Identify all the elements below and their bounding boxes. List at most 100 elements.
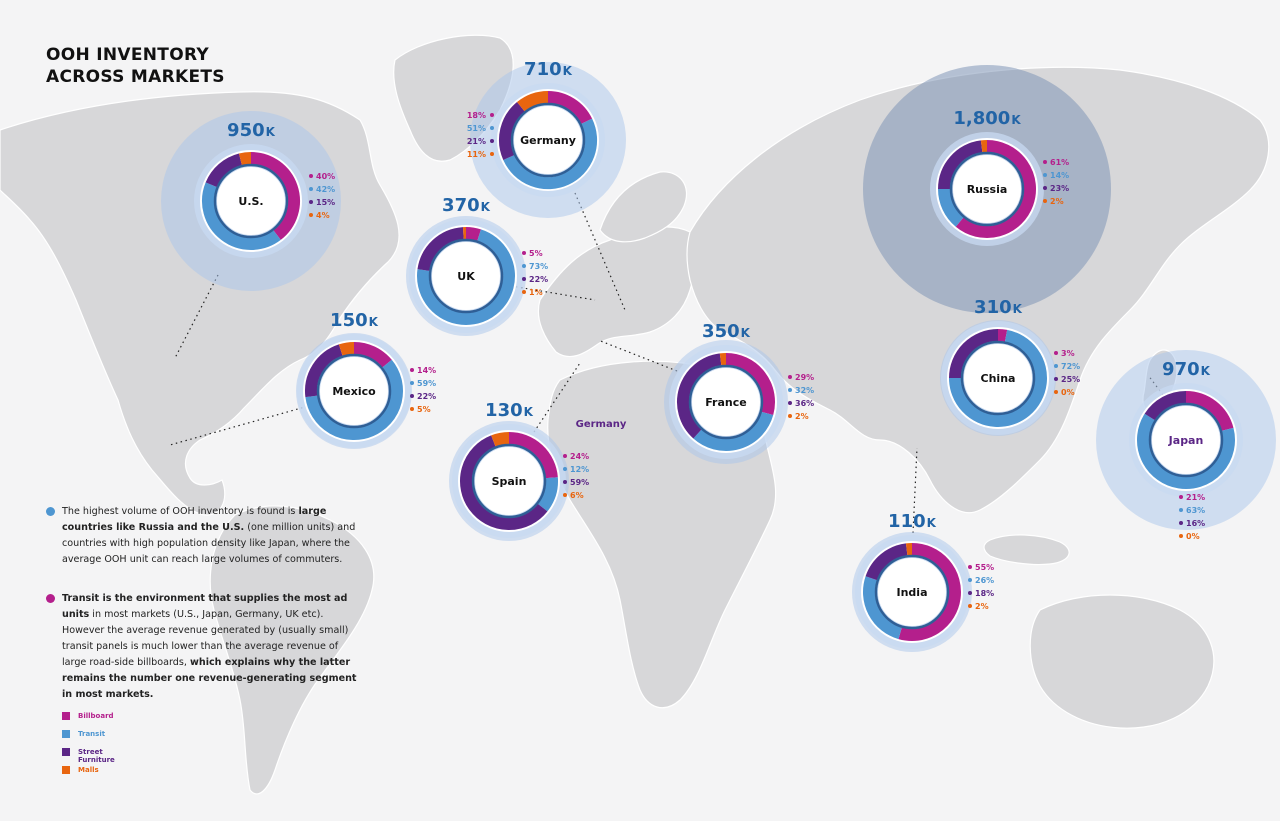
donut-segment-u-s-billboard (250, 152, 300, 240)
share-label-billboard: 40% (316, 172, 335, 181)
volume-unit-germany: K (563, 64, 573, 78)
share-label-transit: 32% (795, 386, 814, 395)
volume-label-spain: 130K (485, 400, 534, 421)
share-dot-malls (1043, 199, 1047, 203)
leader-germany (574, 192, 626, 311)
share-dot-street-furniture (968, 591, 972, 595)
donut-segment-mexico-transit (305, 359, 403, 440)
donut-inner-line-india (874, 554, 950, 630)
market-japan: Japan 970K 21% 63% 16% 0% (1096, 350, 1276, 541)
country-name-uk: UK (457, 270, 475, 283)
volume-label-russia: 1,800K (953, 108, 1021, 129)
donut-segment-germany-billboard (547, 91, 593, 125)
share-label-street-furniture: 18% (975, 589, 994, 598)
share-label-malls: 11% (467, 150, 486, 159)
malls-swatch-icon (62, 766, 70, 774)
share-dot-transit (410, 381, 414, 385)
donut-inner-line-uk (428, 238, 504, 314)
share-label-billboard: 55% (975, 563, 994, 572)
donut-segment-uk-billboard (465, 226, 481, 241)
share-dot-transit (563, 467, 567, 471)
donut-segment-japan-billboard (1185, 391, 1234, 432)
share-label-malls: 4% (316, 211, 330, 220)
australia-landmass (1029, 594, 1215, 729)
legend-label: Malls (78, 766, 99, 774)
volume-unit-u-s: K (266, 125, 276, 139)
country-name-india: India (897, 586, 928, 599)
share-dot-billboard (410, 368, 414, 372)
share-label-billboard: 3% (1061, 349, 1075, 358)
donut-segment-japan-transit (1137, 413, 1235, 489)
market-bubbles: U.S.950K40%42%15%4%Germany710K18%51%21%1… (161, 59, 1276, 652)
share-label-billboard: 61% (1050, 158, 1069, 167)
donut-segment-spain-street-furniture (460, 435, 548, 530)
leader-france (597, 339, 678, 372)
share-label-malls: 2% (975, 602, 989, 611)
market-spain: Spain 130K 24% 12% 59% 6% (449, 400, 589, 541)
donut-inner-line-russia (949, 151, 1025, 227)
share-dot-malls (1179, 534, 1183, 538)
share-list-mexico: 14% 59% 22% 5% (410, 366, 436, 414)
street-furniture-swatch-icon (62, 748, 70, 756)
share-list-india: 55% 26% 18% 2% (968, 563, 994, 611)
donut-centre-spain (475, 447, 543, 515)
volume-number-uk: 370 (442, 195, 480, 216)
note-2-text: Transit is the environment that supplies… (62, 591, 364, 703)
stray-germany-label: Germany (576, 419, 627, 430)
leader-us (174, 274, 219, 359)
share-list-u-s: 40% 42% 15% 4% (309, 172, 335, 220)
share-label-malls: 0% (1061, 388, 1075, 397)
share-dot-malls (309, 213, 313, 217)
note-1-bold-1: large countries like Russia and the U.S. (62, 506, 327, 533)
share-dot-malls (968, 604, 972, 608)
share-dot-street-furniture (788, 401, 792, 405)
market-india: India 110K 55% 26% 18% 2% (852, 511, 994, 652)
volume-unit-uk: K (481, 200, 491, 214)
donut-segment-mexico-street-furniture (305, 344, 343, 398)
share-dot-street-furniture (563, 480, 567, 484)
country-name-russia: Russia (967, 183, 1008, 196)
share-dot-street-furniture (490, 139, 494, 143)
share-label-malls: 6% (570, 491, 584, 500)
share-dot-billboard (490, 113, 494, 117)
donut-segment-france-transit (693, 411, 774, 451)
share-dot-billboard (522, 251, 526, 255)
share-label-street-furniture: 59% (570, 478, 589, 487)
share-dot-street-furniture (410, 394, 414, 398)
share-list-china: 3% 72% 25% 0% (1054, 349, 1080, 397)
share-label-malls: 1% (529, 288, 543, 297)
note-1: The highest volume of OOH inventory is f… (46, 504, 364, 568)
share-dot-billboard (968, 565, 972, 569)
volume-label-germany: 710K (524, 59, 573, 80)
donut-segment-spain-malls (491, 432, 510, 447)
transit-swatch-icon (62, 730, 70, 738)
share-dot-transit (1179, 508, 1183, 512)
volume-number-mexico: 150 (330, 310, 368, 331)
title-line-1: OOH INVENTORY (46, 45, 210, 65)
share-label-street-furniture: 16% (1186, 519, 1205, 528)
volume-number-india: 110 (888, 511, 926, 532)
donut-centre-uk (432, 242, 500, 310)
donut-inner-line-france (688, 364, 764, 440)
legend-label: Billboard (78, 712, 114, 720)
share-dot-street-furniture (309, 200, 313, 204)
share-dot-transit (490, 126, 494, 130)
donut-segment-russia-street-furniture (938, 140, 983, 190)
country-name-france: France (705, 396, 746, 409)
volume-label-u-s: 950K (227, 120, 276, 141)
share-dot-billboard (309, 174, 313, 178)
donut-segment-mexico-billboard (353, 342, 392, 368)
share-label-billboard: 21% (1186, 493, 1205, 502)
billboard-swatch-icon (62, 712, 70, 720)
donut-centre-russia (953, 155, 1021, 223)
share-dot-street-furniture (522, 277, 526, 281)
share-label-malls: 5% (417, 405, 431, 414)
share-label-street-furniture: 21% (467, 137, 486, 146)
note-2-part-2: in most markets (U.S., Japan, Germany, U… (62, 609, 349, 668)
donut-segment-spain-transit (537, 477, 558, 512)
share-dot-billboard (1054, 351, 1058, 355)
page-title: OOH INVENTORY ACROSS MARKETS (46, 44, 225, 88)
country-name-spain: Spain (492, 475, 527, 488)
